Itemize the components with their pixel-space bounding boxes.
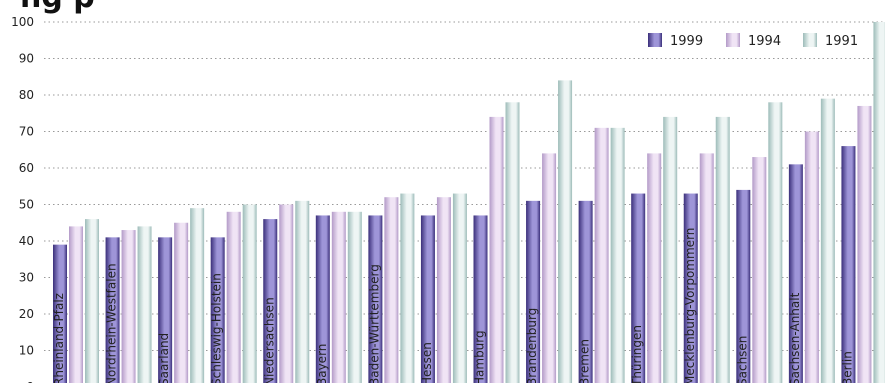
bar-1999-9 [526,200,541,383]
category-label: Saarland [157,333,171,383]
legend-swatch-1994 [726,33,740,47]
bar-1991-1 [137,226,152,383]
bar-1991-4 [295,200,310,383]
bar-1999-10 [578,200,593,383]
category-label: Bremen [578,339,592,383]
bar-1999-2 [158,237,173,383]
bar-1994-14 [804,131,819,383]
bar-1999-7 [420,215,435,383]
legend-label-1991: 1991 [825,34,858,49]
bar-1999-15 [841,146,856,383]
bar-1994-4 [279,204,294,383]
bar-1994-6 [384,197,399,383]
category-label: Nordrhein-Westfalen [105,263,119,383]
bar-1999-12 [683,193,698,383]
bar-1999-13 [736,189,751,383]
legend-swatch-1991 [803,33,817,47]
bar-1991-0 [85,219,99,383]
category-label: Sachsen-Anhalt [788,292,802,383]
y-tick-label: 70 [19,125,34,139]
bar-1991-6 [400,193,415,383]
bar-1999-3 [210,237,225,383]
category-label: Sachsen [735,336,749,383]
bar-1994-10 [594,127,609,383]
bar-1994-2 [174,222,189,383]
y-tick-label: 20 [19,307,34,321]
bar-1999-0 [53,244,67,383]
bar-1991-12 [715,116,730,383]
y-tick-label: 30 [19,271,34,285]
bar-1991-15 [873,22,885,383]
bar-1991-8 [505,102,520,383]
bar-1994-5 [331,211,346,383]
category-label: Schleswig-Holstein [210,273,224,383]
y-tick-label: 50 [19,198,34,212]
category-label: Thüringen [630,325,644,383]
bar-1999-11 [631,193,646,383]
category-label: Niedersachsen [262,297,276,383]
y-tick-label: 90 [19,52,34,66]
bar-1991-11 [663,116,678,383]
bar-1991-13 [768,102,783,383]
bar-1994-12 [699,153,714,383]
bar-1999-8 [473,215,488,383]
category-label: Rheinland-Pfalz [52,293,66,383]
category-label: Brandenburg [525,308,539,383]
bar-1991-2 [190,208,205,383]
bar-1999-6 [368,215,383,383]
bar-1991-10 [610,127,625,383]
bar-1994-15 [857,105,872,383]
bar-1994-13 [752,157,767,383]
y-tick-label: 100 [11,15,34,29]
category-label: Mecklenburg-Vorpommern [683,228,697,383]
category-label: Hessen [420,342,434,383]
y-tick-label: 60 [19,161,34,175]
category-label: Bayern [315,344,329,383]
legend-label-1994: 1994 [748,34,781,49]
bar-1999-14 [788,164,803,383]
category-label: Hamburg [473,330,487,383]
bar-1991-9 [558,80,573,383]
bar-1991-3 [242,204,257,383]
y-tick-label: 80 [19,88,34,102]
bar-1994-8 [489,116,504,383]
bar-1991-5 [347,211,362,383]
bar-1994-9 [542,153,557,383]
chart-title: ng p [20,0,95,15]
y-tick-label: 40 [19,234,34,248]
bar-1999-1 [105,237,120,383]
legend-swatch-1999 [648,33,662,47]
bar-1999-5 [315,215,330,383]
y-tick-label: 0 [26,380,34,383]
bar-1994-1 [121,230,136,383]
bar-1994-7 [436,197,451,383]
bar-1994-3 [226,211,241,383]
category-label: Berlin [840,351,854,383]
bar-1994-0 [69,226,83,383]
bar-1991-7 [452,193,467,383]
bar-1991-14 [820,98,835,383]
bar-1999-4 [263,219,278,383]
bar-1994-11 [647,153,662,383]
legend-label-1999: 1999 [670,34,703,49]
category-label: Baden-Württemberg [367,264,381,383]
y-tick-label: 10 [19,344,34,358]
